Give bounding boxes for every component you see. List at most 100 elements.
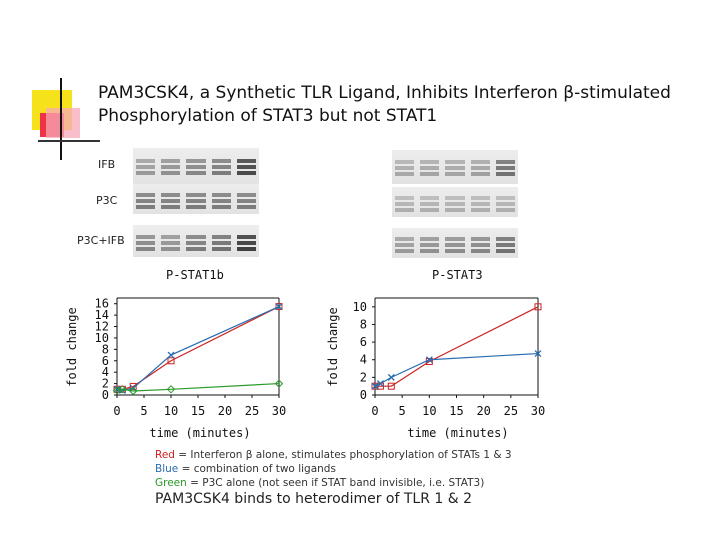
caption-green-word: Green bbox=[155, 477, 187, 489]
x-tick-label: 0 bbox=[113, 404, 120, 418]
caption-blue-text: = combination of two ligands bbox=[178, 463, 336, 475]
data-point-x bbox=[371, 382, 379, 390]
y-tick-label: 0 bbox=[360, 388, 367, 402]
blot-band bbox=[211, 199, 231, 203]
blot-band bbox=[186, 165, 206, 170]
blot-band bbox=[420, 196, 440, 200]
blot-band bbox=[211, 246, 231, 251]
blot-band bbox=[470, 166, 490, 171]
decor-horizontal-line bbox=[38, 140, 100, 142]
y-tick-label: 2 bbox=[102, 377, 109, 391]
blot-band bbox=[186, 205, 206, 209]
blot-band bbox=[470, 172, 490, 177]
blot-band bbox=[420, 243, 440, 247]
blot-band bbox=[236, 193, 256, 197]
blot-band bbox=[211, 159, 231, 164]
blot-band bbox=[236, 234, 256, 239]
data-point-diamond bbox=[166, 385, 176, 394]
blot-band bbox=[136, 234, 156, 239]
blot-band bbox=[395, 237, 415, 241]
blot-band bbox=[445, 196, 465, 200]
blot-band bbox=[161, 205, 181, 209]
blot-band bbox=[470, 237, 490, 241]
x-tick-label: 0 bbox=[371, 404, 378, 418]
blot-stat3-p3c bbox=[392, 187, 518, 217]
blot-band bbox=[420, 249, 440, 253]
x-axis-label: time (minutes) bbox=[149, 426, 250, 440]
blot-band bbox=[186, 240, 206, 245]
blot-band bbox=[211, 165, 231, 170]
x-tick-label: 10 bbox=[422, 404, 436, 418]
blot-band bbox=[236, 199, 256, 203]
blot-band bbox=[470, 160, 490, 165]
y-tick-label: 14 bbox=[95, 308, 109, 322]
blot-band bbox=[395, 172, 415, 177]
blot-band bbox=[161, 193, 181, 197]
y-tick-label: 6 bbox=[102, 354, 109, 368]
blot-band bbox=[395, 208, 415, 212]
blot-band bbox=[395, 249, 415, 253]
blot-band bbox=[161, 240, 181, 245]
blot-band bbox=[161, 165, 181, 170]
blot-band bbox=[470, 249, 490, 253]
blot-band bbox=[445, 208, 465, 212]
blot-band bbox=[236, 171, 256, 176]
blot-band bbox=[236, 246, 256, 251]
data-point-square bbox=[167, 357, 175, 365]
blot-band bbox=[420, 172, 440, 177]
blot-band bbox=[470, 208, 490, 212]
y-axis-label: fold change bbox=[65, 307, 79, 386]
slide-title: PAM3CSK4, a Synthetic TLR Ligand, Inhibi… bbox=[98, 82, 708, 128]
data-point-square bbox=[129, 382, 137, 390]
caption-blue-word: Blue bbox=[155, 463, 179, 475]
blot-band bbox=[136, 205, 156, 209]
blot-band bbox=[395, 160, 415, 165]
blot-band bbox=[211, 234, 231, 239]
blot-band bbox=[495, 196, 515, 200]
blot-band bbox=[445, 237, 465, 241]
caption-blue: Blue = combination of two ligands bbox=[155, 463, 336, 476]
title-line-1: PAM3CSK4, a Synthetic TLR Ligand, Inhibi… bbox=[98, 83, 671, 103]
y-tick-label: 10 bbox=[353, 300, 367, 314]
blot-band bbox=[495, 208, 515, 212]
x-tick-label: 10 bbox=[164, 404, 178, 418]
blot-band bbox=[211, 171, 231, 176]
blot-band bbox=[211, 193, 231, 197]
blot-band bbox=[211, 205, 231, 209]
blot-band bbox=[495, 237, 515, 241]
data-point-square bbox=[534, 303, 542, 311]
blot-band bbox=[420, 160, 440, 165]
blot-band bbox=[161, 234, 181, 239]
blot-label-p3c-ifb: P3C+IFB bbox=[77, 234, 125, 247]
blot-band bbox=[186, 246, 206, 251]
x-tick-label: 20 bbox=[218, 404, 232, 418]
blot-band bbox=[136, 199, 156, 203]
decor-pink-square bbox=[46, 108, 80, 138]
caption-red-word: Red bbox=[155, 449, 175, 461]
y-tick-label: 8 bbox=[360, 317, 367, 331]
x-tick-label: 25 bbox=[504, 404, 518, 418]
footer-note: PAM3CSK4 binds to heterodimer of TLR 1 &… bbox=[155, 491, 473, 507]
blot-band bbox=[495, 243, 515, 247]
y-tick-label: 8 bbox=[102, 342, 109, 356]
blot-stat1-p3c bbox=[133, 184, 259, 214]
x-tick-label: 30 bbox=[531, 404, 545, 418]
decor-vertical-line bbox=[60, 78, 62, 160]
data-point-square bbox=[387, 382, 395, 390]
data-point-x bbox=[275, 303, 283, 311]
series-line bbox=[116, 382, 280, 392]
x-tick-label: 15 bbox=[191, 404, 205, 418]
blot-label-ifb: IFB bbox=[98, 158, 116, 171]
blot-band bbox=[236, 240, 256, 245]
data-point-diamond bbox=[128, 386, 138, 396]
blot-band bbox=[470, 202, 490, 206]
blot-band bbox=[395, 202, 415, 206]
blot-band bbox=[136, 165, 156, 170]
blot-band bbox=[136, 246, 156, 251]
blot-band bbox=[236, 159, 256, 164]
blot-band bbox=[211, 240, 231, 245]
series-line bbox=[375, 306, 539, 387]
blot-band bbox=[495, 166, 515, 171]
blot-band bbox=[445, 243, 465, 247]
